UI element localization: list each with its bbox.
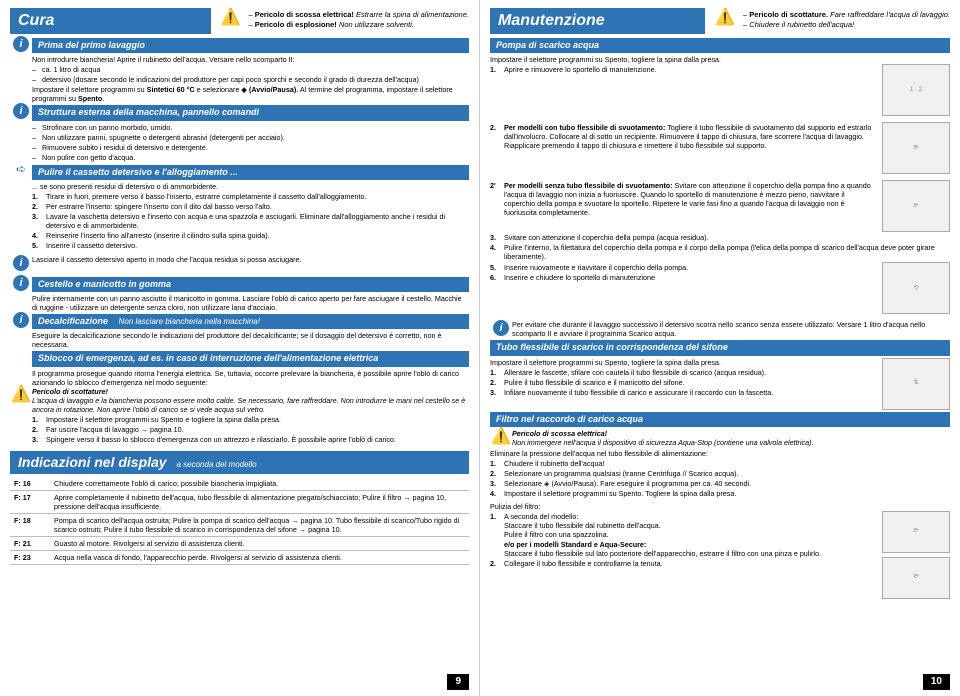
table-row: F: 21Guasto al motore. Rivolgersi al ser…: [10, 537, 469, 551]
warning-icon: ⚠️: [491, 428, 511, 445]
arrow-icon: ➪: [16, 162, 26, 176]
page-left: Cura ⚠️ – Pericolo di scossa elettrica! …: [0, 0, 480, 696]
warning-icon: ⚠️: [715, 10, 735, 26]
sec1-intro: Non introdurre biancheria! Aprire il rub…: [32, 55, 469, 64]
info-icon: i: [493, 320, 509, 336]
sec1-note: Per evitare che durante il lavaggio succ…: [512, 320, 950, 338]
section-sblocco: Sblocco di emergenza, ad es. in caso di …: [32, 351, 469, 366]
shock-warning-title: Pericolo di scossa elettrica!: [512, 429, 950, 438]
section-decalc: Decalcificazione Non lasciare biancheria…: [32, 314, 469, 329]
table-row: F: 18Pompa di scarico dell'acqua ostruit…: [10, 514, 469, 537]
page-right: Manutenzione ⚠️ – Pericolo di scottature…: [480, 0, 960, 696]
info-icon: i: [13, 255, 29, 271]
illustration-pump-2: ⟳: [882, 122, 950, 174]
section-prima-lavaggio: Prima del primo lavaggio: [32, 38, 469, 53]
illustration-pump-2b: ⟳: [882, 180, 950, 232]
info-icon: i: [13, 36, 29, 52]
table-row: F: 17Aprire completamente il rubinetto d…: [10, 491, 469, 514]
info-icon: i: [13, 275, 29, 291]
sec3-note: Lasciare il cassetto detersivo aperto in…: [32, 255, 469, 264]
section-cassetto: Pulire il cassetto detersivo e l'alloggi…: [32, 165, 469, 180]
info-icon: i: [13, 103, 29, 119]
scald-warning-body: L'acqua di lavaggio e la biancheria poss…: [32, 396, 469, 414]
illustration-filter-2: ⟳: [882, 557, 950, 599]
page-title-cura: Cura: [10, 8, 211, 34]
top-warning-left: – Pericolo di scossa elettrica! Estrarre…: [248, 10, 469, 30]
page-number: 9: [447, 674, 469, 691]
top-warning-right: – Pericolo di scottature. Fare raffredda…: [743, 10, 950, 30]
illustration-siphon: ⇅: [882, 358, 950, 410]
section-struttura: Struttura esterna della macchina, pannel…: [32, 105, 469, 120]
illustration-pump-5: ⟲: [882, 262, 950, 314]
illustration-pump-1: 1 · 2: [882, 64, 950, 116]
section-tubo-sifone: Tubo flessibile di scarico in corrispond…: [490, 340, 950, 355]
illustration-filter-1: ⟳: [882, 511, 950, 553]
table-row: F: 16Chiudere correttamente l'oblò di ca…: [10, 477, 469, 491]
display-codes-table: F: 16Chiudere correttamente l'oblò di ca…: [10, 477, 469, 565]
page-title-manutenzione: Manutenzione: [490, 8, 705, 34]
warning-icon: ⚠️: [11, 386, 31, 403]
table-row: F: 23Acqua nella vasca di fondo, l'appar…: [10, 551, 469, 565]
section-cestello: Cestello e manicotto in gomma: [32, 277, 469, 292]
page-number: 10: [923, 674, 950, 691]
info-icon: i: [13, 312, 29, 328]
warning-icon: ⚠️: [221, 10, 241, 26]
shock-warning-body: Non immergere nell'acqua il dispositivo …: [512, 438, 950, 447]
section-pompa: Pompa di scarico acqua: [490, 38, 950, 53]
sec1-instr: Impostare il selettore programmi su Sint…: [32, 85, 469, 103]
section-filtro: Filtro nel raccordo di carico acqua: [490, 412, 950, 427]
section-indicazioni: Indicazioni nel display a seconda del mo…: [10, 451, 469, 475]
scald-warning-title: Pericolo di scottature!: [32, 387, 469, 396]
